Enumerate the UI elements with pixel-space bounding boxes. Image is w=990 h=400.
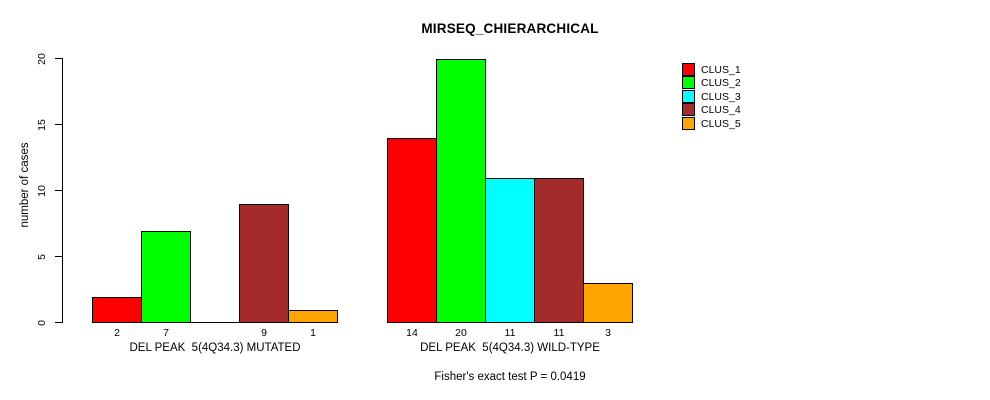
legend-row: CLUS_2 [682,76,741,89]
bar-value-label: 20 [455,327,467,339]
bar-value-label: 1 [310,327,316,339]
bar-clus_4-group2 [534,178,584,323]
bar-value-label: 2 [114,327,120,339]
y-tick-label: 0 [36,319,48,326]
bar-clus_5-group1 [288,310,338,323]
y-tick-label: 10 [36,184,48,197]
y-axis-line [62,58,63,323]
legend-label: CLUS_5 [701,117,741,130]
bar-value-label: 14 [406,327,418,339]
bar-value-label: 7 [163,327,169,339]
y-tick [55,322,62,323]
legend-swatch-clus_3 [682,90,695,103]
bar-value-label: 3 [605,327,611,339]
legend-label: CLUS_1 [701,63,741,76]
fisher-test-subtitle: Fisher's exact test P = 0.0419 [434,371,586,383]
bar-clus_2-group1 [141,231,191,323]
legend-swatch-clus_2 [682,76,695,89]
legend-row: CLUS_4 [682,103,741,116]
chart-title: MIRSEQ_CHIERARCHICAL [421,21,599,36]
y-tick [55,256,62,257]
group-label: DEL PEAK 5(4Q34.3) MUTATED [129,342,301,354]
legend-label: CLUS_4 [701,103,741,116]
legend-swatch-clus_5 [682,117,695,130]
y-tick [55,124,62,125]
legend-row: CLUS_3 [682,90,741,103]
bar-clus_4-group1 [239,204,289,323]
y-tick-label: 5 [36,253,48,260]
bar-value-label: 9 [261,327,267,339]
group-label: DEL PEAK 5(4Q34.3) WILD-TYPE [420,342,600,354]
legend-label: CLUS_3 [701,90,741,103]
y-tick [55,58,62,59]
legend-row: CLUS_5 [682,117,741,130]
y-tick-label: 20 [36,52,48,65]
legend-label: CLUS_2 [701,76,741,89]
legend-row: CLUS_1 [682,63,741,76]
bar-clus_1-group1 [92,297,142,323]
bar-clus_5-group2 [583,283,633,323]
legend-swatch-clus_4 [682,103,695,116]
bar-value-label: 11 [553,327,565,339]
legend-swatch-clus_1 [682,63,695,76]
bar-clus_2-group2 [436,59,486,323]
bar-clus_3-group2 [485,178,535,323]
group-baseline [92,322,338,323]
bar-clus_1-group2 [387,138,437,323]
bar-value-label: 11 [504,327,516,339]
y-tick-label: 15 [36,118,48,131]
y-tick [55,190,62,191]
